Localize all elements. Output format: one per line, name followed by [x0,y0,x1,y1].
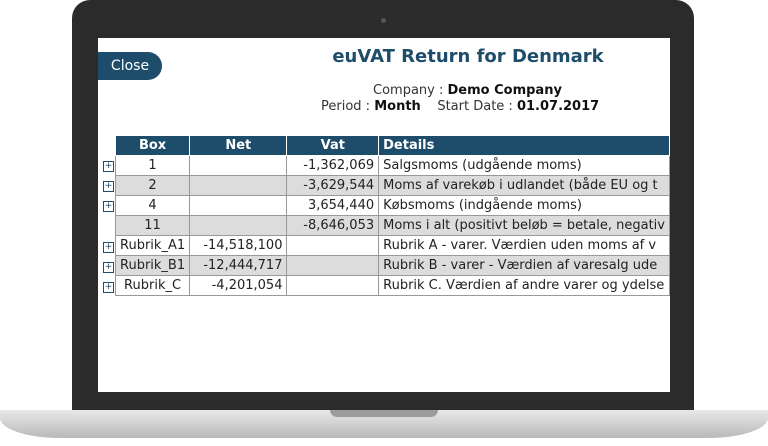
cell: Moms i alt (positivt beløb = betale, neg… [378,215,670,236]
camera [381,18,386,23]
cell: -3,629,544 [286,175,380,196]
cell [189,155,288,176]
table-row: 4 3,654,440 Købsmoms (indgående moms) [114,195,670,216]
company-label: Company : [373,83,444,98]
period-value: Month [374,99,421,114]
cell: Rubrik C. Værdien af andre varer og ydel… [378,275,670,296]
expand-icon[interactable]: + [103,241,114,253]
cell: 1 [114,155,191,176]
column-header: Net [189,135,288,156]
start-date-value: 01.07.2017 [516,99,600,114]
laptop-notch [330,410,438,417]
cell: Rubrik A - varer. Værdien uden moms af v [378,235,670,256]
cell [286,275,380,296]
expand-icon[interactable]: + [103,181,114,193]
cell: Rubrik B - varer - Værdien af varesalg u… [378,255,670,276]
column-header: Vat [286,135,380,156]
period-line: Period : Month Start Date : 01.07.2017 [321,99,599,114]
cell [286,255,380,276]
table-row: 11 -8,646,053 Moms i alt (positivt beløb =… [114,215,670,236]
cell: Købsmoms (indgående moms) [378,195,670,216]
cell: -8,646,053 [286,215,380,236]
cell: Salgsmoms (udgående moms) [378,155,670,176]
screen: Close euVAT Return for Denmark Company :… [98,38,670,392]
cell: 4 [114,195,191,216]
header-row: Box Net Vat Details [114,135,670,156]
expand-icon[interactable]: + [103,161,114,172]
cell: Rubrik_C [114,275,191,296]
cell: -14,518,100 [189,235,288,256]
cell: 2 [114,175,191,196]
table-body: 1 -1,362,069 Salgsmoms (udgående moms) 2 -3,… [114,155,670,296]
cell: Rubrik_A1 [114,235,191,256]
cell: 3,654,440 [286,195,380,216]
table-row: Rubrik_A1 -14,518,100 Rubrik A - varer. Væ… [114,235,670,256]
vat-table: Box Net Vat Details 1 -1,362,069 Salgsmoms (u… [114,135,670,296]
cell [286,235,380,256]
cell [189,215,288,236]
table-row: Rubrik_C -4,201,054 Rubrik C. Værdien af a… [114,275,670,296]
expand-icon[interactable]: + [103,282,114,294]
cell: 11 [114,215,191,236]
table-row: 2 -3,629,544 Moms af varekøb i udlandet (b… [114,175,670,196]
column-header: Box [114,135,191,156]
cell: Rubrik_B1 [114,255,191,276]
company-line: Company : Demo Company [373,83,562,98]
table-row: Rubrik_B1 -12,444,717 Rubrik B - varer - V… [114,255,670,276]
cell [189,195,288,216]
company-value: Demo Company [447,83,562,98]
column-header: Details [378,135,670,156]
cell: Moms af varekøb i udlandet (både EU og t [378,175,670,196]
table-row: 1 -1,362,069 Salgsmoms (udgående moms) [114,155,670,176]
cell: -12,444,717 [189,255,288,276]
close-button[interactable]: Close [98,52,162,80]
title: euVAT Return for Denmark [332,46,604,67]
start-date-label: Start Date : [437,99,513,114]
period-label: Period : [321,99,371,114]
expand-icon[interactable]: + [103,201,114,213]
cell: -4,201,054 [189,275,288,296]
expand-icon[interactable]: + [103,262,114,273]
cell [189,175,288,196]
cell: -1,362,069 [286,155,380,176]
